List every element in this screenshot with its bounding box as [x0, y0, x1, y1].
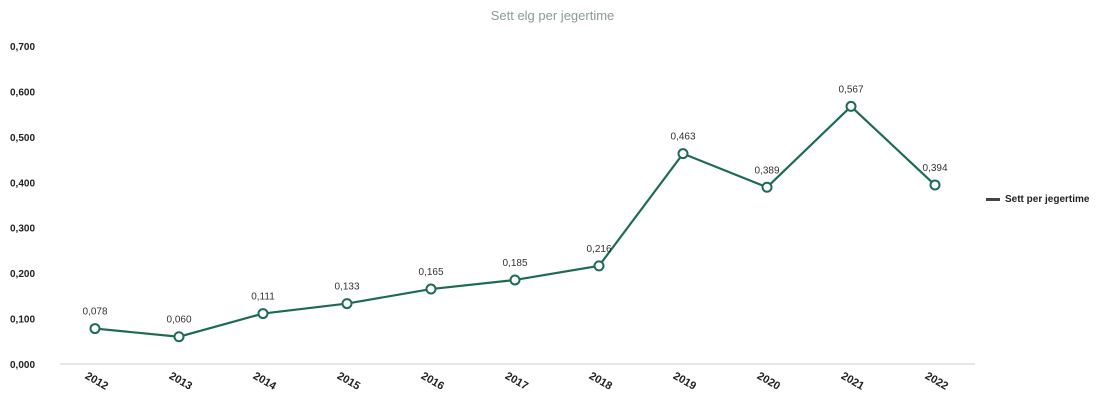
y-tick-label: 0,300: [10, 224, 35, 235]
x-tick-label: 2022: [923, 370, 950, 393]
data-point: [929, 179, 941, 191]
data-label: 0,165: [418, 267, 443, 278]
data-label: 0,060: [166, 315, 191, 326]
x-tick-label: 2014: [251, 370, 279, 393]
y-tick-label: 0,000: [10, 360, 35, 371]
x-tick-label: 2013: [167, 370, 194, 393]
data-point: [257, 308, 269, 320]
legend: Sett per jegertime: [986, 194, 1089, 205]
data-label: 0,078: [82, 307, 107, 318]
data-point: [425, 283, 437, 295]
data-points: [89, 100, 941, 343]
data-point: [845, 100, 857, 112]
x-tick-label: 2019: [671, 370, 698, 393]
y-tick-label: 0,700: [10, 42, 35, 53]
legend-swatch: [986, 198, 1000, 201]
y-axis: 0,000 0,100 0,200 0,300 0,400 0,500 0,600 0,700: [10, 42, 35, 371]
data-label: 0,216: [586, 244, 611, 255]
y-tick-label: 0,500: [10, 133, 35, 144]
data-point: [341, 298, 353, 310]
x-tick-label: 2020: [755, 370, 782, 393]
x-tick-label: 2012: [83, 370, 110, 393]
x-tick-label: 2016: [419, 370, 446, 393]
data-label: 0,463: [670, 132, 695, 143]
data-point: [677, 148, 689, 160]
chart-title: Sett elg per jegertime: [490, 8, 615, 23]
x-tick-label: 2018: [587, 370, 614, 393]
x-axis: 2012 2013 2014 2015 2016 2017 2018 2019 2020 2021…: [60, 363, 975, 393]
legend-label: Sett per jegertime: [1005, 194, 1090, 205]
data-label: 0,133: [334, 282, 359, 293]
data-label: 0,185: [502, 258, 527, 269]
y-tick-label: 0,200: [10, 269, 35, 280]
data-label: 0,111: [251, 292, 275, 303]
x-tick-label: 2017: [503, 370, 530, 393]
data-point: [89, 323, 101, 335]
data-labels: 0,078 0,060 0,111 0,133 0,165 0,185 0,216 0,463…: [82, 84, 947, 325]
data-point: [593, 260, 605, 272]
data-label: 0,567: [838, 84, 863, 95]
y-tick-label: 0,100: [10, 315, 35, 326]
x-tick-label: 2021: [839, 370, 866, 393]
data-point: [173, 331, 185, 343]
x-tick-label: 2015: [335, 370, 362, 393]
data-label: 0,389: [754, 165, 779, 176]
data-point: [509, 274, 521, 286]
y-tick-label: 0,400: [10, 178, 35, 189]
data-point: [761, 181, 773, 193]
y-tick-label: 0,600: [10, 87, 35, 98]
data-label: 0,394: [922, 163, 947, 174]
series-line: [94, 104, 936, 338]
